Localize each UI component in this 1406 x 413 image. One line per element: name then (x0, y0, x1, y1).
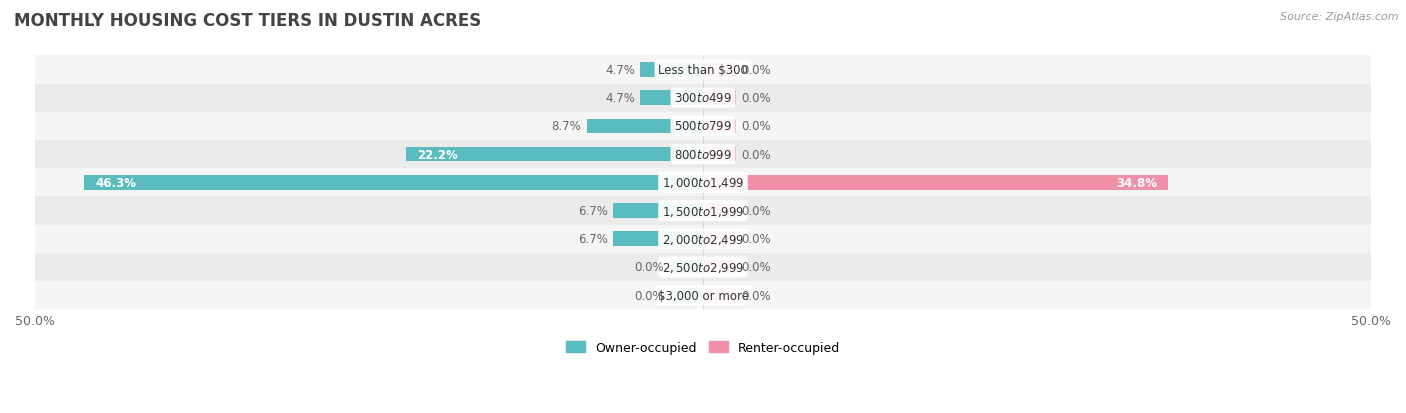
Text: 0.0%: 0.0% (742, 92, 772, 105)
Text: 22.2%: 22.2% (418, 148, 458, 161)
Bar (35, 113, 1371, 141)
Bar (35, 253, 1371, 281)
Text: $2,500 to $2,999: $2,500 to $2,999 (662, 260, 744, 274)
Text: $300 to $499: $300 to $499 (673, 92, 733, 105)
Text: 6.7%: 6.7% (578, 233, 609, 246)
Bar (703, 91, 737, 106)
Text: $500 to $799: $500 to $799 (673, 120, 733, 133)
Text: $1,500 to $1,999: $1,500 to $1,999 (662, 204, 744, 218)
Bar (640, 63, 703, 78)
Bar (703, 260, 737, 275)
Bar (703, 204, 737, 218)
Bar (35, 225, 1371, 253)
Bar (613, 204, 703, 218)
Bar (84, 176, 703, 190)
Text: $2,000 to $2,499: $2,000 to $2,499 (662, 232, 744, 246)
Bar (35, 281, 1371, 309)
Bar (586, 119, 703, 134)
Text: 46.3%: 46.3% (96, 176, 136, 190)
Text: 0.0%: 0.0% (742, 289, 772, 302)
Text: 8.7%: 8.7% (551, 120, 582, 133)
Bar (703, 119, 737, 134)
Text: 0.0%: 0.0% (742, 120, 772, 133)
Text: $1,000 to $1,499: $1,000 to $1,499 (662, 176, 744, 190)
Text: 0.0%: 0.0% (634, 289, 664, 302)
Bar (703, 63, 737, 78)
Text: 0.0%: 0.0% (742, 64, 772, 77)
Legend: Owner-occupied, Renter-occupied: Owner-occupied, Renter-occupied (561, 336, 845, 359)
Text: 6.7%: 6.7% (578, 204, 609, 218)
Text: 0.0%: 0.0% (634, 261, 664, 274)
Bar (613, 232, 703, 247)
Text: 4.7%: 4.7% (605, 64, 636, 77)
Text: MONTHLY HOUSING COST TIERS IN DUSTIN ACRES: MONTHLY HOUSING COST TIERS IN DUSTIN ACR… (14, 12, 481, 30)
Bar (35, 84, 1371, 113)
Bar (35, 169, 1371, 197)
Bar (703, 288, 737, 303)
Bar (35, 197, 1371, 225)
Bar (703, 232, 737, 247)
Text: $3,000 or more: $3,000 or more (658, 289, 748, 302)
Bar (35, 56, 1371, 84)
Text: Less than $300: Less than $300 (658, 64, 748, 77)
Bar (703, 147, 737, 162)
Text: Source: ZipAtlas.com: Source: ZipAtlas.com (1281, 12, 1399, 22)
Text: 0.0%: 0.0% (742, 261, 772, 274)
Bar (669, 260, 703, 275)
Text: 0.0%: 0.0% (742, 204, 772, 218)
Bar (35, 141, 1371, 169)
Bar (669, 288, 703, 303)
Text: $800 to $999: $800 to $999 (673, 148, 733, 161)
Bar (703, 176, 1168, 190)
Text: 34.8%: 34.8% (1116, 176, 1157, 190)
Text: 4.7%: 4.7% (605, 92, 636, 105)
Bar (640, 91, 703, 106)
Bar (406, 147, 703, 162)
Text: 0.0%: 0.0% (742, 148, 772, 161)
Text: 0.0%: 0.0% (742, 233, 772, 246)
